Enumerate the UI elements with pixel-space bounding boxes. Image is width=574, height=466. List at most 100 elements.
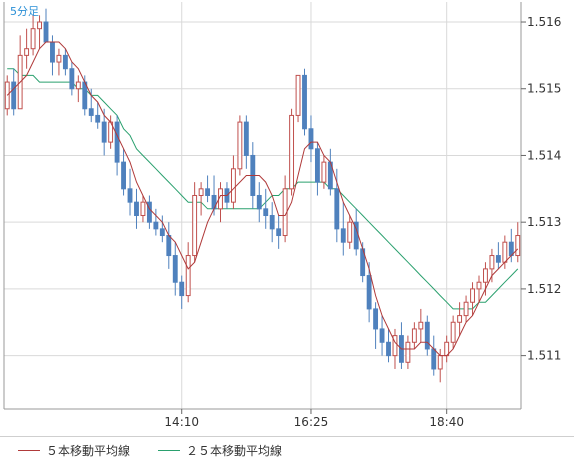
candle <box>347 215 353 249</box>
candle-body <box>50 41 55 63</box>
candle-body <box>476 281 482 290</box>
candle-body <box>424 321 430 350</box>
candle <box>276 215 282 249</box>
candle <box>37 15 42 49</box>
candle <box>424 315 430 356</box>
candle-body <box>24 48 30 56</box>
candle-body <box>366 275 372 310</box>
candle <box>470 282 475 316</box>
candle-body <box>308 128 314 150</box>
candle-body <box>502 241 508 263</box>
x-tick-label: 14:10 <box>164 415 199 429</box>
y-tick-label: 1.513 <box>527 215 561 229</box>
candle-body <box>495 255 501 263</box>
candle-body <box>386 341 391 357</box>
candle-body <box>450 321 456 343</box>
candle-body <box>392 335 398 357</box>
candle <box>146 195 152 229</box>
candle <box>88 88 94 123</box>
candle <box>140 195 146 223</box>
candle <box>198 182 204 216</box>
candle <box>495 242 501 269</box>
legend-label-ma25: ２５本移動平均線 <box>186 444 283 458</box>
candle-body <box>302 74 307 130</box>
timeframe-label: 5分足 <box>10 5 39 18</box>
legend-label-ma5: ５本移動平均線 <box>46 444 131 458</box>
candle <box>230 155 236 209</box>
candle <box>62 48 68 76</box>
candle-body <box>153 221 159 230</box>
candle-body <box>483 268 488 283</box>
candle <box>134 188 139 229</box>
candle-body <box>114 121 120 163</box>
ma5-line <box>6 41 519 357</box>
candle-body <box>373 308 379 330</box>
candle <box>56 48 62 76</box>
candle <box>127 168 133 216</box>
candle <box>314 142 320 196</box>
candle <box>243 115 249 169</box>
candle <box>114 115 120 176</box>
candle <box>476 275 482 303</box>
candle <box>515 222 521 263</box>
candle-body <box>146 201 152 223</box>
candle-body <box>134 201 139 217</box>
candle <box>237 115 243 176</box>
candle <box>172 242 178 296</box>
candle-body <box>437 355 443 370</box>
y-tick-label: 1.516 <box>527 15 561 29</box>
candle-body <box>256 194 262 210</box>
candle <box>392 328 398 369</box>
candle <box>405 335 411 369</box>
candle-body <box>289 114 295 190</box>
candle <box>418 308 424 343</box>
candle <box>450 315 456 349</box>
candle <box>159 215 165 243</box>
candle <box>185 242 191 303</box>
y-tick-label: 1.512 <box>527 282 561 296</box>
candle-body <box>431 348 437 370</box>
candle-body <box>88 108 94 116</box>
legend: ５本移動平均線 ２５本移動平均線 <box>0 436 574 463</box>
candle-body <box>237 121 243 170</box>
candle <box>24 28 30 69</box>
candle-body <box>121 161 126 190</box>
candle <box>75 75 81 103</box>
axis-labels: 1.516 1.515 1.514 1.513 1.512 1.511 14:10 16:25… <box>164 15 561 429</box>
candle-body <box>82 81 88 110</box>
candle <box>302 68 307 136</box>
candle-body <box>463 301 469 317</box>
y-tick-label: 1.515 <box>527 82 561 96</box>
candle <box>308 115 314 163</box>
legend-swatch-ma25 <box>158 450 180 451</box>
candle-body <box>263 208 269 217</box>
candle <box>179 275 185 309</box>
candle-body <box>127 188 133 203</box>
candle <box>366 262 372 323</box>
candle-body <box>69 68 75 90</box>
x-tick-label: 16:25 <box>294 415 329 429</box>
candle <box>192 182 198 263</box>
candle-body <box>37 21 42 30</box>
candle-body <box>334 188 340 230</box>
candle-body <box>198 188 204 196</box>
grid-lines <box>4 2 521 409</box>
candle-body <box>515 235 521 257</box>
candle <box>101 108 107 156</box>
candle-body <box>75 81 81 90</box>
candle <box>153 208 159 236</box>
candle-body <box>11 81 17 110</box>
plot-frame <box>3 2 522 410</box>
candle <box>95 102 101 129</box>
y-tick-label: 1.511 <box>527 349 561 363</box>
candle <box>263 188 269 229</box>
candle <box>269 202 275 243</box>
candle <box>69 62 75 96</box>
candle-body <box>159 228 165 237</box>
candle <box>386 328 391 363</box>
candle-body <box>230 168 236 203</box>
ma5-layer <box>6 41 519 357</box>
candle-body <box>192 194 198 257</box>
candle-body <box>30 28 36 50</box>
candle-body <box>101 121 107 143</box>
